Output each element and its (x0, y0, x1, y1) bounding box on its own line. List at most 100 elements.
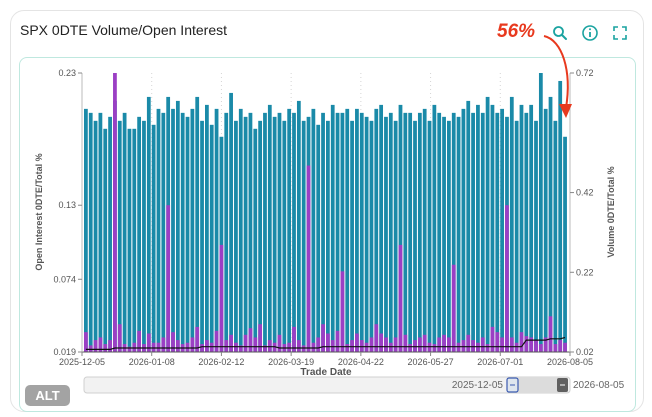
volume-bar (88, 112, 93, 352)
open-interest-bar (374, 324, 379, 352)
open-interest-bar (98, 337, 103, 352)
open-interest-bar (422, 334, 427, 352)
open-interest-bar (403, 334, 408, 352)
search-icon[interactable] (551, 24, 569, 42)
open-interest-bar (480, 337, 485, 352)
open-interest-bar (350, 340, 354, 352)
open-interest-bar (209, 342, 214, 352)
volume-bar (374, 108, 379, 352)
volume-bar (529, 104, 534, 352)
open-interest-bar (263, 345, 267, 352)
x-tick-label: 2026-05-27 (408, 357, 454, 367)
open-interest-bar (553, 344, 558, 352)
open-interest-bar (296, 340, 301, 352)
open-interest-bar (485, 344, 490, 352)
alt-button[interactable]: ALT (25, 385, 70, 406)
open-interest-bar (413, 340, 417, 352)
y-right-ticks: 0.02 0.22 0.42 0.72 (570, 68, 594, 357)
open-interest-line (85, 336, 566, 350)
chart-title: SPX 0DTE Volume/Open Interest (20, 22, 227, 38)
volume-bar (205, 104, 209, 352)
volume-bar (379, 104, 384, 352)
open-interest-bar (267, 340, 272, 352)
volume-bar (127, 128, 132, 352)
volume-bar (538, 73, 543, 352)
open-interest-bar (287, 342, 292, 352)
open-interest-bar (563, 342, 567, 352)
open-interest-bar (238, 345, 243, 352)
annotation-label: 56% (497, 21, 536, 42)
open-interest-bar (234, 342, 238, 352)
volume-bar (548, 96, 553, 353)
open-interest-bar (195, 326, 200, 352)
volume-bar (190, 108, 195, 352)
open-interest-bar (214, 330, 219, 352)
open-interest-bar (335, 330, 340, 352)
open-interest-bar (417, 337, 422, 352)
open-interest-bar (558, 340, 563, 352)
volume-bar (563, 136, 567, 352)
open-interest-bar (277, 334, 282, 352)
open-interest-bar (200, 344, 204, 352)
volume-bar (258, 120, 263, 352)
x-ticks: 2025-12-05 2026-01-08 2026-02-12 2026-03-19… (59, 352, 593, 367)
volume-bar (335, 112, 340, 352)
open-interest-bar (229, 334, 233, 352)
open-interest-bar (326, 333, 330, 352)
volume-bar (558, 80, 563, 352)
info-icon[interactable] (581, 24, 599, 42)
open-interest-bar (311, 342, 316, 352)
y-right-axis-label: Volume 0DTE/Total % (606, 166, 616, 257)
open-interest-bar (495, 332, 500, 352)
open-interest-bar (461, 340, 466, 352)
open-interest-bar (355, 333, 359, 352)
x-tick-label: 2025-12-05 (59, 357, 105, 367)
open-interest-bar (166, 205, 171, 352)
volume-bar (185, 116, 190, 352)
open-interest-bar (345, 344, 350, 352)
open-interest-bar (117, 324, 122, 352)
range-slider-selection[interactable] (510, 377, 568, 393)
volume-bar (146, 96, 151, 353)
volume-bar (427, 120, 432, 352)
volume-bar (301, 120, 306, 352)
volume-bar (277, 112, 282, 352)
open-interest-bar (161, 337, 166, 352)
volume-bar (142, 120, 146, 352)
expand-icon[interactable] (611, 24, 629, 42)
open-interest-bar (171, 332, 175, 352)
open-interest-bar (258, 324, 263, 352)
open-interest-bar (103, 344, 108, 352)
volume-bar (117, 120, 122, 352)
open-interest-bar (369, 337, 374, 352)
plot-frame (19, 57, 636, 412)
volume-bar (137, 116, 142, 352)
volume-bar (316, 124, 321, 352)
x-axis-label: Trade Date (300, 367, 352, 378)
volume-bar (209, 124, 214, 352)
open-interest-bar (132, 342, 137, 352)
volume-bar (466, 100, 471, 353)
volume-bar (311, 108, 316, 352)
volume-bar (447, 120, 451, 352)
open-interest-bar (146, 333, 151, 352)
range-slider-track[interactable] (83, 376, 571, 394)
volume-bar (98, 112, 103, 352)
volume-bar (534, 120, 538, 352)
open-interest-bar (340, 271, 345, 352)
volume-bar (364, 116, 369, 352)
volume-bar (553, 120, 558, 352)
x-tick-label: 2026-02-12 (198, 357, 244, 367)
volume-bar (243, 116, 248, 352)
y-left-axis-label: Open Interest 0DTE/Total % (34, 153, 44, 270)
open-interest-bar (476, 342, 480, 352)
open-interest-bar (514, 342, 519, 352)
open-interest-bar (151, 342, 156, 352)
y-left-tick-label: 0.074 (53, 274, 76, 284)
open-interest-bar (393, 337, 398, 352)
open-interest-bar (84, 332, 88, 352)
open-interest-bar (156, 342, 161, 352)
volume-bar (253, 128, 258, 352)
open-interest-bar (466, 334, 471, 352)
